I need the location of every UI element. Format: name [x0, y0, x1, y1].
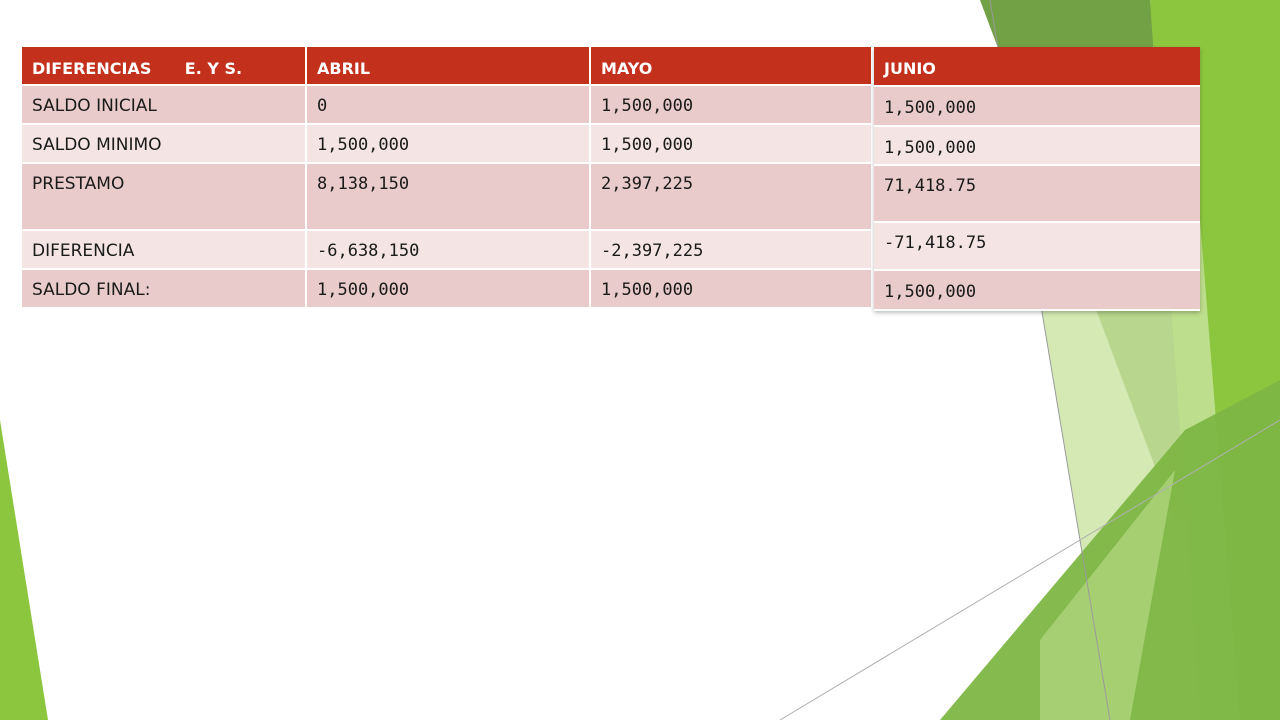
thin-diagonal-line-2 — [779, 419, 1280, 720]
cell-value: 8,138,150 — [306, 163, 591, 231]
cell-value: 1,500,000 — [306, 269, 591, 309]
header-abril: ABRIL — [306, 47, 591, 86]
row-label: SALDO INICIAL — [22, 85, 307, 125]
junio-row: 71,418.75 — [874, 165, 1200, 223]
bottom-green-triangle — [940, 380, 1280, 720]
table-header-row: DIFERENCIAS E. Y S. ABRIL MAYO — [22, 47, 873, 86]
junio-row: -71,418.75 — [874, 222, 1200, 271]
cell-value: 0 — [306, 85, 591, 125]
cell-value: 71,418.75 — [874, 165, 1200, 223]
cell-value: 2,397,225 — [590, 163, 873, 231]
cell-value: -6,638,150 — [306, 230, 591, 270]
cell-value: 1,500,000 — [590, 269, 873, 309]
header-junio: JUNIO — [874, 47, 1200, 87]
cell-value: 1,500,000 — [874, 126, 1200, 166]
table-row: DIFERENCIA -6,638,150 -2,397,225 — [22, 230, 873, 270]
row-label: SALDO MINIMO — [22, 124, 307, 164]
row-label: SALDO FINAL: — [22, 269, 307, 309]
row-label: PRESTAMO — [22, 163, 307, 231]
table-row: SALDO INICIAL 0 1,500,000 — [22, 85, 873, 125]
bottom-pale-triangle — [1040, 470, 1175, 720]
table-row: SALDO MINIMO 1,500,000 1,500,000 — [22, 124, 873, 164]
cell-value: -2,397,225 — [590, 230, 873, 270]
row-label: DIFERENCIA — [22, 230, 307, 270]
cell-value: -71,418.75 — [874, 222, 1200, 271]
junio-row: 1,500,000 — [874, 86, 1200, 127]
table-row: PRESTAMO 8,138,150 2,397,225 — [22, 163, 873, 231]
differences-table: DIFERENCIAS E. Y S. ABRIL MAYO SALDO INI… — [22, 47, 873, 309]
cell-value: 1,500,000 — [590, 124, 873, 164]
junio-table: JUNIO 1,500,000 1,500,000 71,418.75 -71,… — [874, 47, 1200, 311]
junio-row: 1,500,000 — [874, 126, 1200, 166]
junio-header-row: JUNIO — [874, 47, 1200, 87]
cell-value: 1,500,000 — [306, 124, 591, 164]
left-green-sliver — [0, 420, 48, 720]
header-mayo: MAYO — [590, 47, 873, 86]
junio-row: 1,500,000 — [874, 270, 1200, 311]
cell-value: 1,500,000 — [874, 86, 1200, 127]
cell-value: 1,500,000 — [590, 85, 873, 125]
cell-value: 1,500,000 — [874, 270, 1200, 311]
header-diferencias: DIFERENCIAS E. Y S. — [22, 47, 307, 86]
table-row: SALDO FINAL: 1,500,000 1,500,000 — [22, 269, 873, 309]
